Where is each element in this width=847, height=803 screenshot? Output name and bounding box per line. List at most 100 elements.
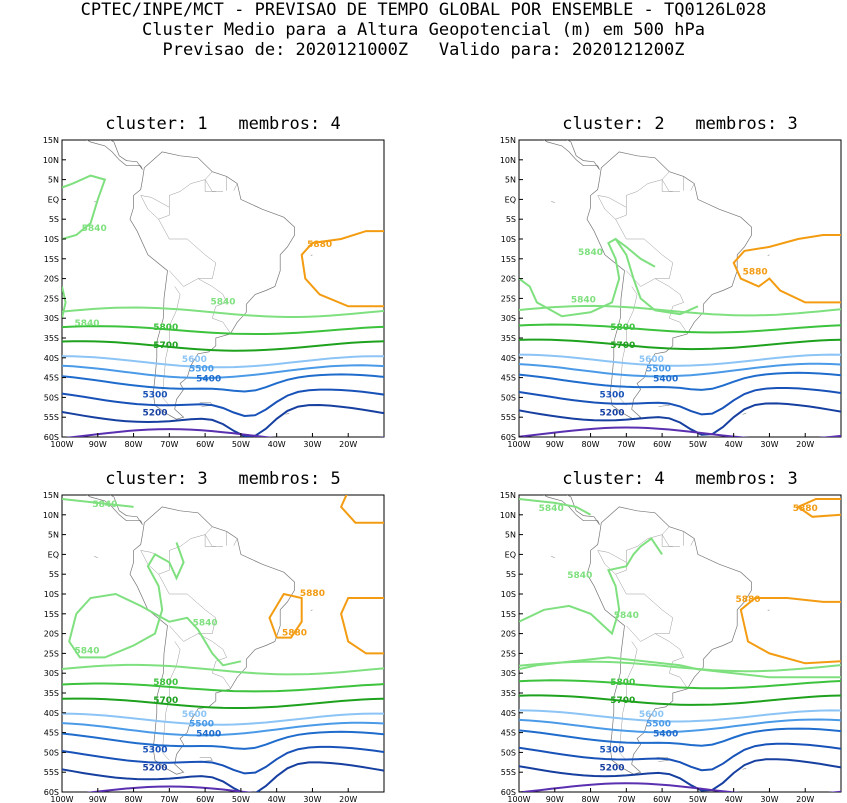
contour-5700 <box>62 697 384 709</box>
contour-label-5400: 5400 <box>196 375 221 385</box>
lat-tick-label: 20S <box>44 630 59 639</box>
lat-tick-label: 15S <box>501 255 516 264</box>
contour-5840 <box>62 174 107 240</box>
contour-label-5600: 5600 <box>639 355 664 365</box>
contour-5840 <box>519 304 841 317</box>
lon-tick-label: 70W <box>160 440 178 449</box>
lat-tick-label: 40S <box>501 354 516 363</box>
lon-tick-label: 20W <box>796 440 814 449</box>
lat-tick-label: EQ <box>48 550 59 559</box>
panel-3-title: cluster: 3 membros: 5 <box>105 469 341 489</box>
contour-label-5500: 5500 <box>646 365 671 375</box>
central-america-coastline <box>543 495 600 525</box>
lon-tick-label: 100W <box>50 440 73 449</box>
contour-5100 <box>519 426 841 437</box>
lat-tick-label: 10S <box>501 235 516 244</box>
contour-5700 <box>519 338 841 351</box>
lon-tick-label: 30W <box>303 440 321 449</box>
contour-5500 <box>62 721 384 737</box>
lat-tick-label: 5S <box>506 570 516 579</box>
contour-5800 <box>62 325 384 335</box>
lat-tick-label: 10S <box>44 590 59 599</box>
contour-label-5600: 5600 <box>639 710 664 720</box>
contour-5200 <box>62 403 384 437</box>
contour-label-5840: 5840 <box>193 619 218 629</box>
panel-2-title: cluster: 2 membros: 3 <box>562 114 798 134</box>
island <box>551 556 555 558</box>
lon-tick-label: 90W <box>546 795 564 803</box>
lon-tick-label: 90W <box>89 795 107 803</box>
lat-tick-label: 35S <box>501 334 516 343</box>
lon-tick-label: 20W <box>339 440 357 449</box>
contour-label-5500: 5500 <box>189 365 214 375</box>
contour-5880 <box>340 597 384 655</box>
contour-label-5880: 5880 <box>282 629 307 639</box>
lon-tick-label: 60W <box>196 440 214 449</box>
contour-5400 <box>62 730 384 750</box>
lon-tick-label: 30W <box>760 440 778 449</box>
contour-5840 <box>615 238 656 268</box>
lat-tick-label: 10N <box>43 511 59 520</box>
country-border <box>690 538 695 546</box>
lat-tick-label: 20S <box>501 275 516 284</box>
contour-label-5300: 5300 <box>142 745 167 755</box>
contour-label-5700: 5700 <box>153 696 178 706</box>
lat-tick-label: 60S <box>44 788 59 797</box>
lon-tick-label: 70W <box>617 440 635 449</box>
lat-tick-label: 30S <box>501 669 516 678</box>
lat-tick-label: 15N <box>43 491 59 500</box>
contour-5700 <box>519 694 841 706</box>
contour-label-5880: 5880 <box>307 240 332 250</box>
country-border <box>597 195 627 220</box>
contour-label-5700: 5700 <box>610 696 635 706</box>
lat-tick-label: 15S <box>501 610 516 619</box>
contour-5880 <box>739 597 841 665</box>
contour-5800 <box>519 323 841 334</box>
lon-tick-label: 80W <box>125 440 143 449</box>
contour-label-5840: 5840 <box>539 504 564 514</box>
contour-label-5840: 5840 <box>571 295 596 305</box>
contour-5800 <box>62 682 384 693</box>
contour-label-5700: 5700 <box>153 341 178 351</box>
lat-tick-label: 55S <box>501 413 516 422</box>
lat-tick-label: 55S <box>501 768 516 777</box>
contour-label-5880: 5880 <box>793 504 818 514</box>
lon-tick-label: 80W <box>582 440 600 449</box>
south-america-coastline <box>586 506 752 775</box>
country-border <box>661 526 673 547</box>
central-america-coastline <box>543 140 600 170</box>
contour-label-5200: 5200 <box>599 408 624 418</box>
lat-tick-label: 5S <box>49 570 59 579</box>
contour-5880 <box>268 592 303 639</box>
lat-tick-label: 20S <box>501 630 516 639</box>
contour-5880 <box>732 234 841 304</box>
contour-5840 <box>62 498 134 508</box>
contour-5840 <box>519 656 841 679</box>
panel-3-map: 5840 5840 5840 5880 5880 5800 5700 560055005400… <box>43 491 385 803</box>
island <box>310 254 313 256</box>
lat-tick-label: 30S <box>44 669 59 678</box>
contour-label-5840: 5840 <box>82 224 107 234</box>
contour-5840 <box>62 286 67 319</box>
lat-tick-label: 5S <box>49 215 59 224</box>
contour-5600 <box>519 353 841 367</box>
contour-label-5880: 5880 <box>300 589 325 599</box>
map-frame <box>518 139 842 438</box>
contour-5840 <box>519 498 592 516</box>
lat-tick-label: 60S <box>501 433 516 442</box>
contour-label-5600: 5600 <box>182 355 207 365</box>
central-america-coastline <box>86 140 143 170</box>
contour-5840 <box>62 306 384 318</box>
contour-label-5300: 5300 <box>142 390 167 400</box>
lat-tick-label: 10N <box>500 156 516 165</box>
lat-tick-label: 25S <box>501 649 516 658</box>
contour-label-5800: 5800 <box>153 323 178 333</box>
lat-tick-label: 10S <box>501 590 516 599</box>
lat-tick-label: 40S <box>44 354 59 363</box>
island <box>742 412 747 415</box>
contour-label-5700: 5700 <box>610 341 635 351</box>
header-line-2: Cluster Medio para a Altura Geopotencial… <box>142 20 705 40</box>
lon-tick-label: 80W <box>125 795 143 803</box>
lat-tick-label: 15N <box>500 491 516 500</box>
